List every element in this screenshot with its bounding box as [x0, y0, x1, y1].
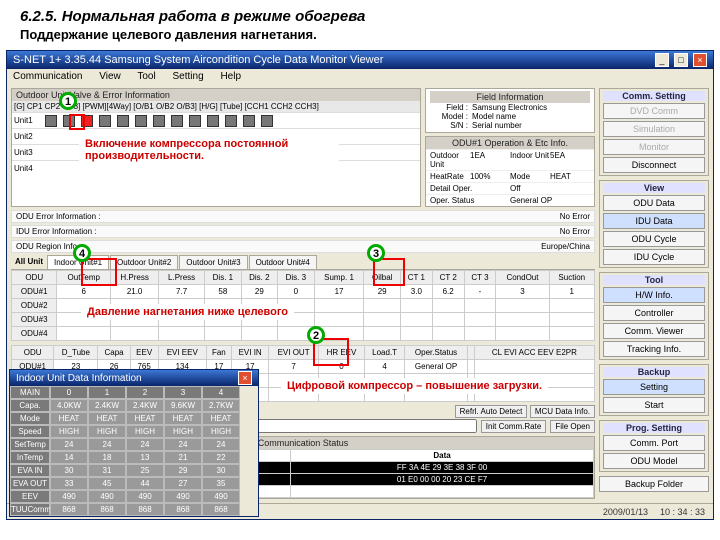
odu-error-info: ODU Error Information :No Error — [11, 210, 595, 223]
tool-title: Tool — [603, 275, 705, 285]
tool-panel: Tool H/W Info. Controller Comm. Viewer T… — [599, 272, 709, 360]
menu-tool[interactable]: Tool — [137, 71, 155, 82]
marker-2: 2 — [307, 326, 325, 344]
comm-port-button[interactable]: Comm. Port — [603, 435, 705, 451]
simulation-option[interactable]: Simulation — [603, 121, 705, 137]
backup-title: Backup — [603, 367, 705, 377]
refri-auto-detect-button[interactable]: Refrl. Auto Detect — [455, 405, 528, 418]
window-title: S-NET 1+ 3.35.44 Samsung System Aircondi… — [13, 54, 383, 66]
right-pane: Comm. Setting DVD Comm Simulation Monito… — [599, 88, 709, 499]
init-comm-rate-button[interactable]: Init Comm.Rate — [481, 420, 547, 433]
idu-cycle-button[interactable]: IDU Cycle — [603, 249, 705, 265]
callout-1: Включение компрессора постоянной произво… — [79, 136, 339, 164]
indoor-unit-grid: MAIN01234Capa.4.0KW2.4KW2.4KW9.6KW2.7KWM… — [10, 386, 258, 516]
marker-4: 4 — [73, 244, 91, 262]
disconnect-button[interactable]: Disconnect — [603, 157, 705, 173]
backup-panel: Backup Setting Start — [599, 364, 709, 416]
main-window: S-NET 1+ 3.35.44 Samsung System Aircondi… — [6, 50, 714, 520]
menu-view[interactable]: View — [99, 71, 121, 82]
field-info: Field Information Field :Samsung Electro… — [425, 88, 595, 133]
close-icon[interactable]: × — [693, 53, 707, 67]
field-info-col: Field Information Field :Samsung Electro… — [425, 88, 595, 210]
doc-subtitle: Поддержание целевого давления нагнетания… — [20, 27, 700, 42]
odu-model-button[interactable]: ODU Model — [603, 453, 705, 469]
unit-tabs: All Unit Indoor Unit#1 Outdoor Unit#2 Ou… — [11, 255, 595, 270]
dvd-comm-option[interactable]: DVD Comm — [603, 103, 705, 119]
titlebar: S-NET 1+ 3.35.44 Samsung System Aircondi… — [7, 51, 713, 69]
view-title: View — [603, 183, 705, 193]
controller-button[interactable]: Controller — [603, 305, 705, 321]
callout-2: Давление нагнетания ниже целевого — [81, 304, 294, 320]
comm-viewer-button[interactable]: Comm. Viewer — [603, 323, 705, 339]
tab-outdoor4[interactable]: Outdoor Unit#4 — [249, 255, 317, 269]
hw-info-button[interactable]: H/W Info. — [603, 287, 705, 303]
odu-cycle-button[interactable]: ODU Cycle — [603, 231, 705, 247]
status-time: 10 : 34 : 33 — [660, 507, 705, 517]
odu-data-button[interactable]: ODU Data — [603, 195, 705, 211]
monitor-option[interactable]: Monitor — [603, 139, 705, 155]
menu-help[interactable]: Help — [220, 71, 241, 82]
doc-title: 6.2.5. Нормальная работа в режиме обогре… — [20, 8, 700, 25]
tab-outdoor2[interactable]: Outdoor Unit#2 — [110, 255, 178, 269]
prog-title: Prog. Setting — [603, 423, 705, 433]
minimize-icon[interactable]: _ — [655, 53, 669, 67]
maximize-icon[interactable]: □ — [674, 53, 688, 67]
idu-data-button[interactable]: IDU Data — [603, 213, 705, 229]
menu-communication[interactable]: Communication — [13, 71, 82, 82]
marker-1: 1 — [59, 92, 77, 110]
tracking-info-button[interactable]: Tracking Info. — [603, 341, 705, 357]
backup-folder-button[interactable]: Backup Folder — [599, 476, 709, 492]
odu-op-title: ODU#1 Operation & Etc Info. — [426, 137, 594, 149]
comm-setting-title: Comm. Setting — [603, 91, 705, 101]
odu-op-panel: ODU#1 Operation & Etc Info. Outdoor Unit… — [425, 136, 595, 207]
sub-close-icon[interactable]: × — [238, 371, 252, 385]
idu-error-info: IDU Error Information :No Error — [11, 225, 595, 238]
comm-setting-panel: Comm. Setting DVD Comm Simulation Monito… — [599, 88, 709, 176]
backup-setting-button[interactable]: Setting — [603, 379, 705, 395]
menubar: Communication View Tool Setting Help — [7, 69, 713, 84]
all-unit-label: All Unit — [11, 255, 47, 269]
menu-setting[interactable]: Setting — [173, 71, 204, 82]
mcu-data-info-button[interactable]: MCU Data Info. — [530, 405, 595, 418]
window-buttons: _ □ × — [653, 53, 707, 67]
backup-start-button[interactable]: Start — [603, 397, 705, 413]
prog-setting-panel: Prog. Setting Comm. Port ODU Model — [599, 420, 709, 472]
unit1-row: Unit1 — [12, 112, 420, 128]
odu-region-info: ODU Region Info. :Europe/China — [11, 240, 595, 253]
marker-3: 3 — [367, 244, 385, 262]
view-panel: View ODU Data IDU Data ODU Cycle IDU Cyc… — [599, 180, 709, 268]
status-date: 2009/01/13 — [603, 507, 648, 517]
callout-3: Цифровой компрессор – повышение загрузки… — [281, 378, 548, 394]
tab-outdoor3[interactable]: Outdoor Unit#3 — [179, 255, 247, 269]
field-info-title: Field Information — [430, 91, 590, 103]
file-open-button[interactable]: File Open — [550, 420, 595, 433]
indoor-unit-title: Indoor Unit Data Information — [16, 373, 142, 384]
indoor-unit-window: Indoor Unit Data Information × MAIN01234… — [9, 369, 259, 517]
